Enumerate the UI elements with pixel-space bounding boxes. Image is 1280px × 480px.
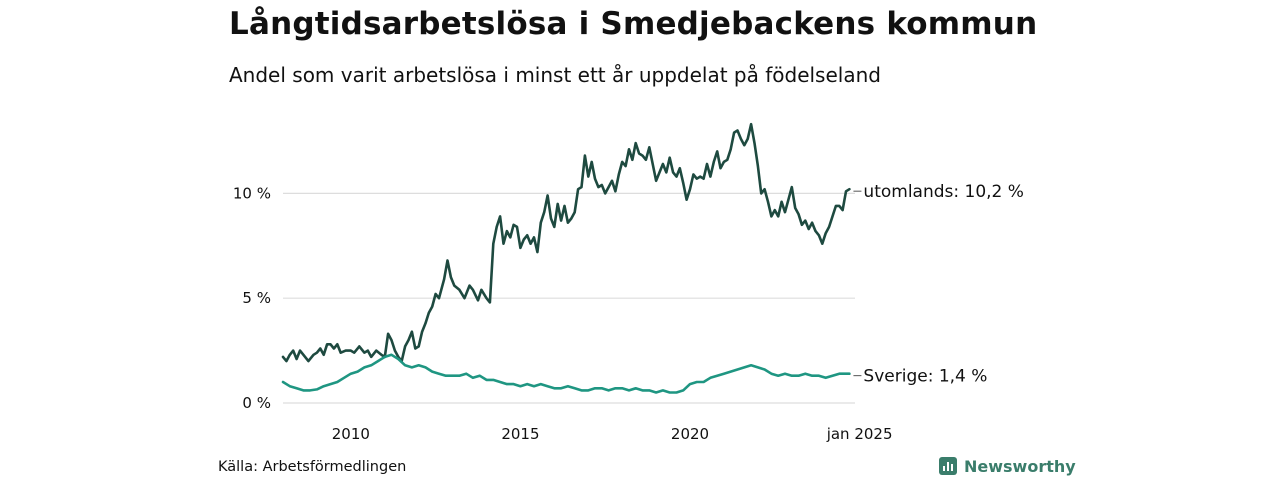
y-tick-label: 0 % xyxy=(242,394,271,412)
series-line-utomlands xyxy=(281,122,851,363)
series-lines xyxy=(281,122,851,394)
end-label-utomlands: utomlands: 10,2 % xyxy=(863,182,1024,202)
chart-title: Långtidsarbetslösa i Smedjebackens kommu… xyxy=(229,6,1038,42)
series-line-sverige xyxy=(281,353,851,394)
newsworthy-logo-icon xyxy=(939,457,957,475)
end-label-sverige: Sverige: 1,4 % xyxy=(863,367,987,387)
y-tick-label: 5 % xyxy=(242,289,271,307)
brand: Newsworthy xyxy=(938,456,1076,476)
end-labels: utomlands: 10,2 % Sverige: 1,4 % xyxy=(853,182,1024,387)
gridlines xyxy=(283,192,855,404)
x-axis-ticks: 2010 2015 2020 jan 2025 xyxy=(332,425,893,443)
brand-name: Newsworthy xyxy=(964,456,1076,476)
x-tick-label: jan 2025 xyxy=(826,425,893,443)
x-tick-label: 2010 xyxy=(332,425,370,443)
y-tick-label: 10 % xyxy=(233,184,271,202)
x-tick-label: 2020 xyxy=(671,425,709,443)
x-tick-label: 2015 xyxy=(501,425,539,443)
chart-subtitle: Andel som varit arbetslösa i minst ett å… xyxy=(229,63,881,87)
source-note: Källa: Arbetsförmedlingen xyxy=(218,459,407,475)
y-axis-ticks: 0 % 5 % 10 % xyxy=(233,184,271,412)
